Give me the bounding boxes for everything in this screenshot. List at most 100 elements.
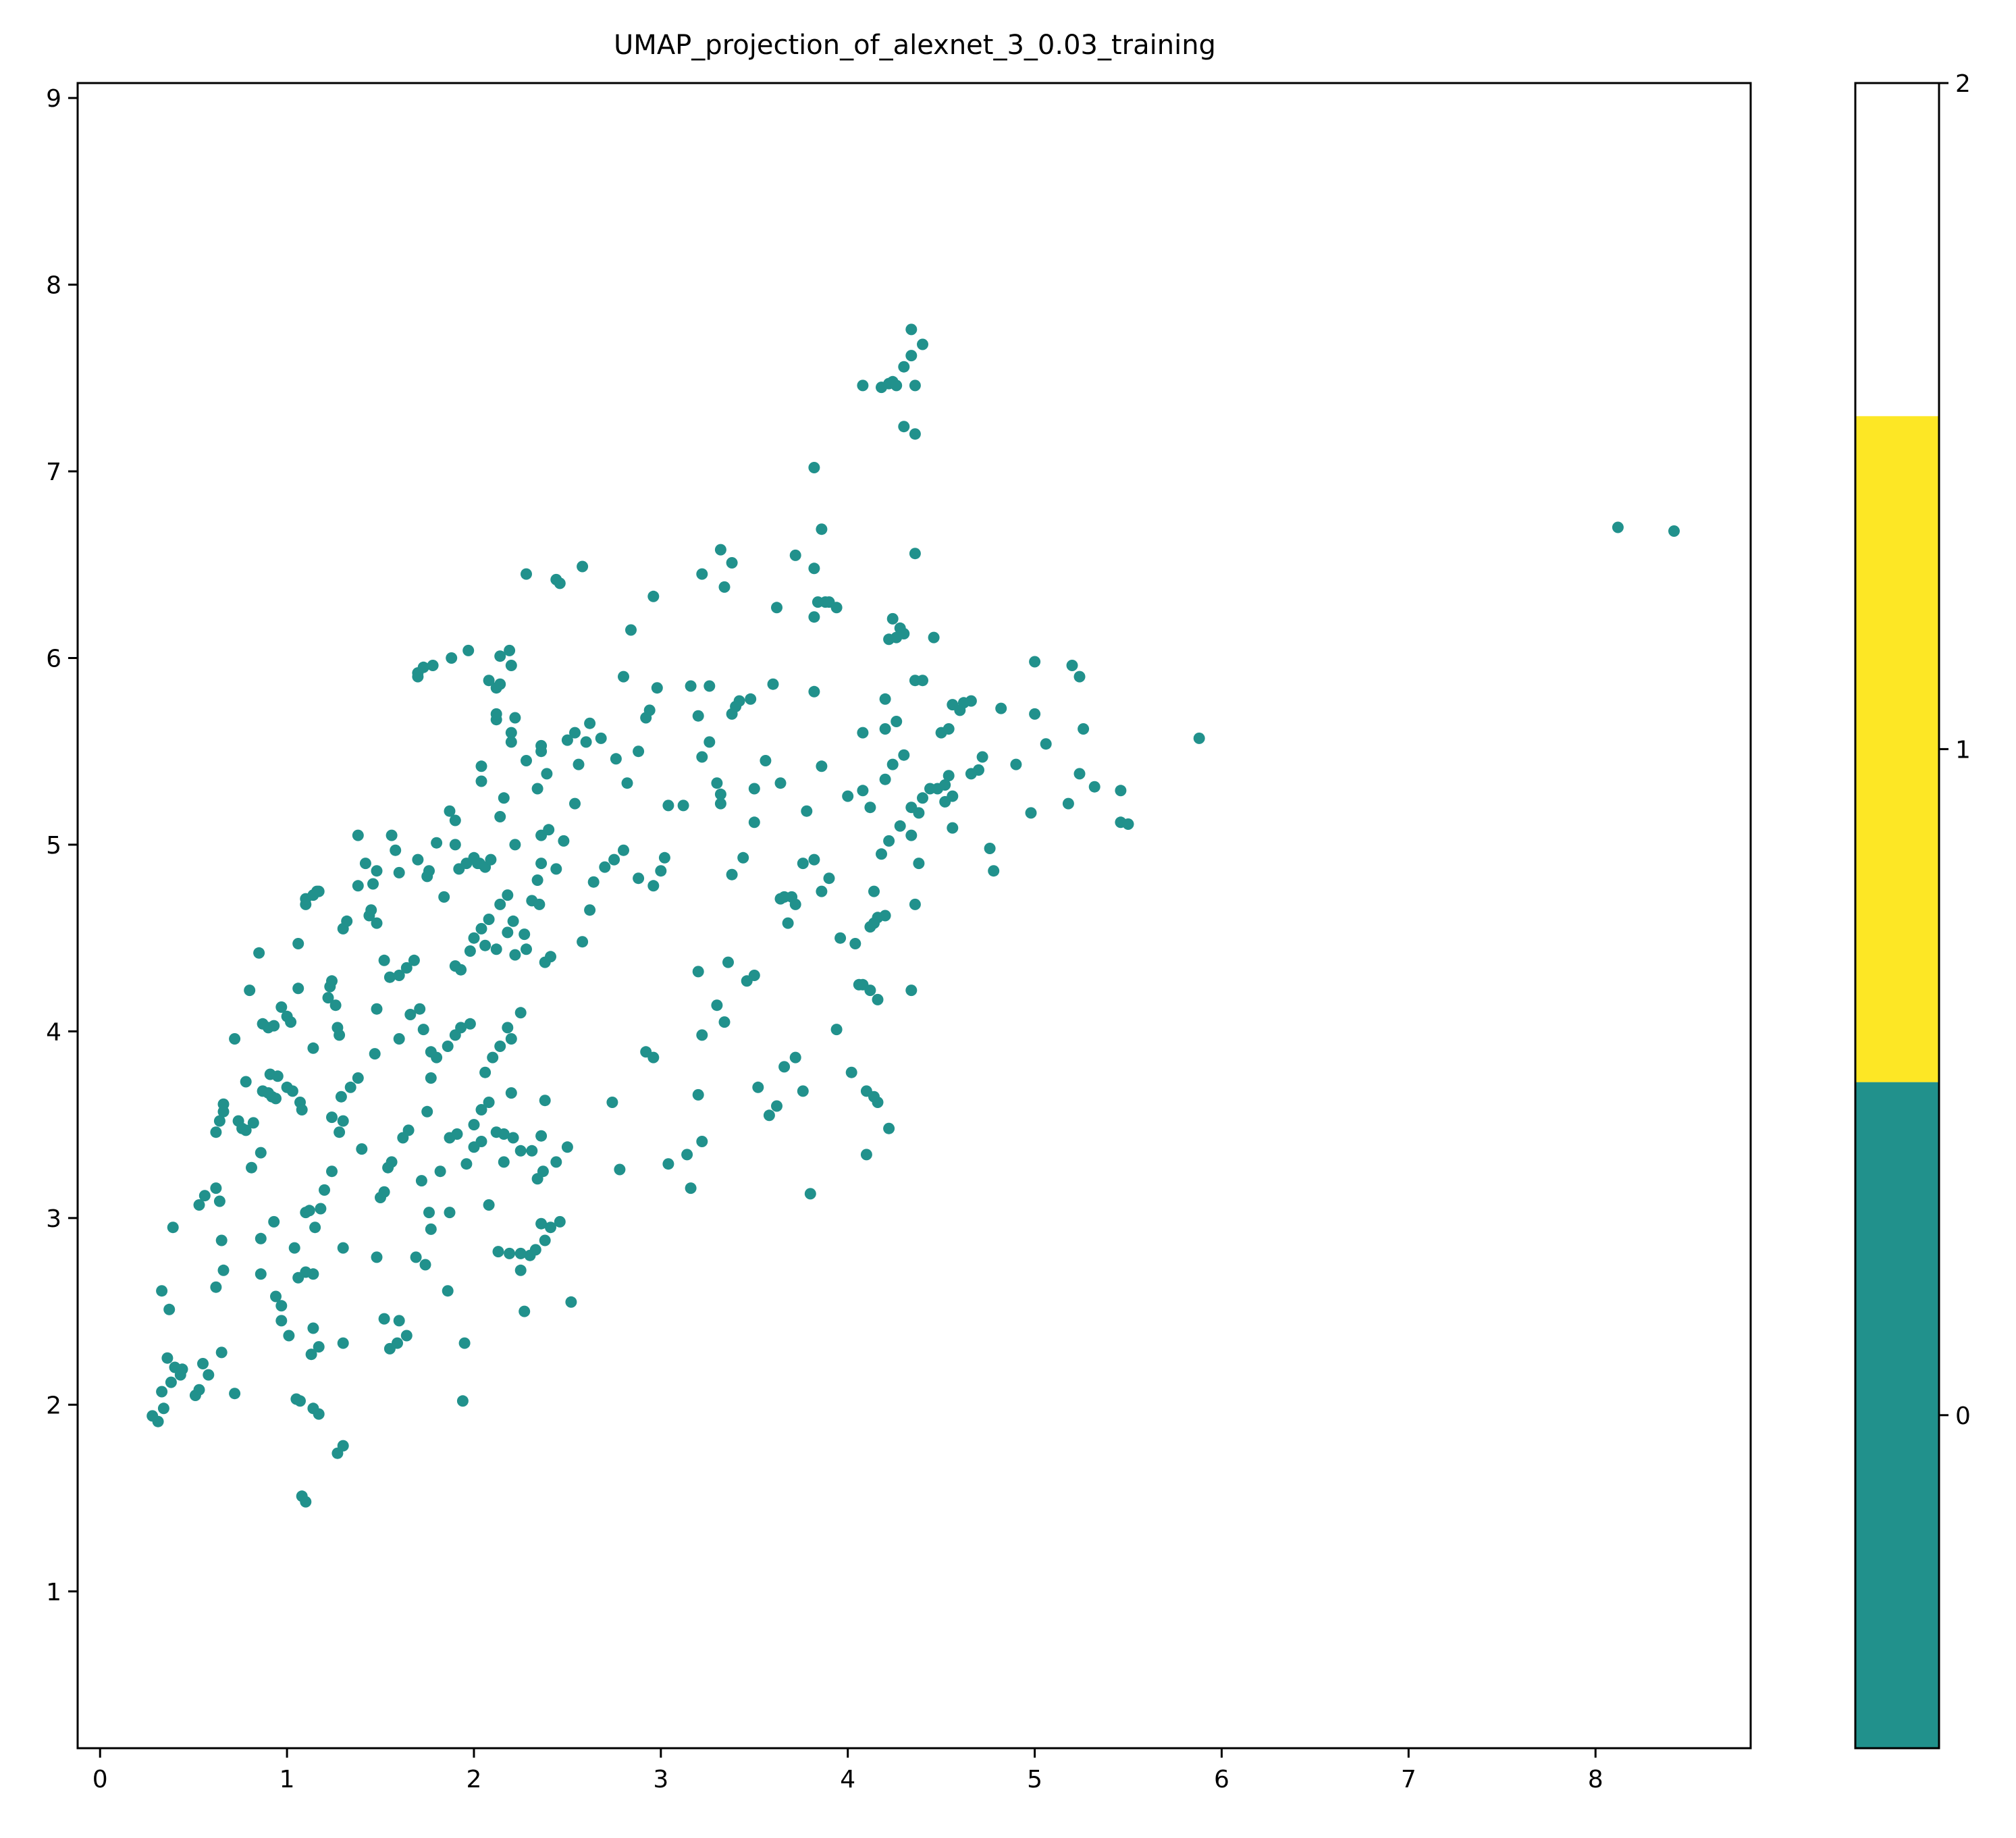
data-point [823, 872, 835, 885]
data-point [505, 736, 517, 748]
data-point [378, 954, 390, 966]
data-point [533, 898, 546, 910]
data-point [475, 760, 487, 772]
data-point [344, 1081, 356, 1093]
data-point [886, 758, 899, 770]
data-point [947, 790, 959, 802]
data-point [442, 1285, 454, 1297]
data-point [662, 1158, 674, 1170]
data-point [156, 1386, 168, 1398]
data-point [423, 865, 435, 877]
chart-title: UMAP_projection_of_alexnet_3_0.03_traini… [614, 30, 1216, 61]
data-point [1066, 660, 1078, 671]
data-point [313, 1341, 325, 1353]
data-point [464, 1018, 476, 1030]
data-point [210, 1126, 222, 1138]
data-point [458, 1337, 471, 1349]
data-point [244, 984, 256, 997]
data-point [1025, 807, 1037, 819]
data-point [618, 671, 629, 683]
data-point [319, 1184, 330, 1196]
data-point [543, 824, 555, 836]
data-point [577, 936, 589, 948]
data-point [334, 1029, 346, 1041]
data-point [662, 799, 674, 812]
data-point [618, 844, 629, 856]
data-point [1193, 732, 1205, 744]
data-point [633, 872, 645, 885]
data-point [431, 1051, 443, 1064]
data-point [253, 947, 265, 959]
data-point [509, 949, 521, 961]
y-tick-label: 9 [46, 85, 61, 113]
x-tick-label: 8 [1588, 1766, 1603, 1793]
data-point [808, 611, 820, 623]
data-point [197, 1358, 209, 1369]
data-point [483, 914, 495, 925]
data-point [275, 1300, 288, 1312]
y-tick-label: 7 [46, 458, 61, 486]
data-point [1078, 723, 1090, 735]
data-point [599, 861, 611, 873]
data-point [879, 693, 891, 705]
data-point [217, 1098, 230, 1110]
data-point [365, 904, 377, 916]
data-point [606, 1097, 618, 1108]
data-point [804, 1188, 816, 1200]
data-point [905, 350, 918, 362]
data-point [215, 1234, 228, 1246]
data-point [309, 1222, 321, 1234]
data-point [718, 581, 731, 593]
data-point [369, 1048, 381, 1060]
data-point [789, 1051, 801, 1064]
data-point [535, 1217, 548, 1230]
data-point [307, 1322, 319, 1334]
data-point [561, 734, 573, 746]
data-point [296, 1104, 308, 1115]
data-point [456, 1395, 469, 1407]
data-point [558, 835, 570, 847]
data-point [1668, 525, 1680, 537]
data-point [947, 822, 959, 834]
data-point [704, 680, 716, 692]
data-point [692, 966, 704, 978]
data-point [507, 915, 519, 927]
data-point [771, 602, 782, 614]
data-point [692, 1088, 704, 1101]
data-point [505, 1087, 517, 1099]
x-tick-label: 6 [1214, 1766, 1229, 1793]
colorbar-tick-label: 0 [1955, 1402, 1971, 1430]
data-point [341, 915, 353, 927]
data-point [521, 568, 532, 580]
data-point [285, 1016, 297, 1028]
data-point [748, 816, 760, 829]
x-axis: 0 1 2 3 4 5 6 7 8 [92, 1748, 1603, 1793]
data-point [610, 753, 622, 765]
data-point [378, 1313, 390, 1325]
data-point [584, 904, 596, 916]
data-point [1073, 768, 1086, 780]
data-point [156, 1285, 168, 1297]
data-point [808, 685, 820, 698]
data-point [415, 1175, 427, 1187]
data-point [167, 1222, 179, 1234]
data-point [537, 1165, 549, 1178]
data-point [271, 1070, 284, 1082]
data-point [898, 749, 910, 761]
data-point [417, 1024, 429, 1036]
data-point [392, 1337, 403, 1349]
data-point [876, 848, 887, 860]
data-point [539, 1234, 551, 1246]
data-point [487, 1051, 499, 1064]
data-point [696, 1136, 708, 1147]
data-point [492, 1246, 504, 1258]
data-point [569, 797, 581, 810]
x-tick-label: 5 [1027, 1766, 1042, 1793]
data-point [431, 837, 443, 849]
data-point [1088, 781, 1100, 793]
data-point [494, 650, 506, 662]
data-point [334, 1126, 346, 1138]
data-point [677, 799, 689, 812]
data-point [539, 1095, 551, 1107]
data-point [696, 1029, 708, 1041]
